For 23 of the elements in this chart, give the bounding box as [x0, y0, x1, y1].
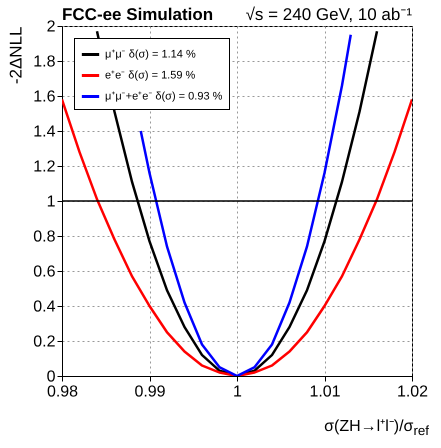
legend-label: e⁺e⁻ δ(σ) = 1.59 %	[105, 70, 196, 82]
y-tick-label: 1	[46, 194, 56, 210]
legend-label: μ⁺μ⁻ δ(σ) = 1.14 %	[105, 48, 196, 60]
y-tick-label: 1.6	[33, 88, 56, 106]
legend-label: μ⁺μ⁻+e⁺e⁻ δ(σ) = 0.93 %	[105, 90, 223, 102]
y-axis-title: -2ΔNLL	[6, 26, 26, 84]
y-tick-label: 0.6	[33, 264, 56, 280]
x-tick-label: 0.98	[46, 384, 78, 400]
x-tick-label: 0.99	[134, 384, 166, 400]
x-tick-label: 1	[233, 384, 242, 400]
y-tick-label: 0.4	[33, 298, 56, 316]
y-tick-label: 1.4	[33, 124, 56, 140]
y-tick-label: 2	[46, 18, 56, 36]
chart-title: FCC-ee Simulation	[62, 5, 214, 24]
y-tick-label: 0.2	[33, 334, 56, 350]
y-tick-label: 1.2	[33, 158, 56, 176]
text: √s = 240 GeV, 10 ab⁻¹	[246, 5, 412, 24]
y-tick-label: 0	[46, 368, 56, 386]
y-tick-label: 0.8	[33, 228, 56, 246]
x-axis-title: σ(ZH→l⁺l⁻)/σ$_{ref}$	[324, 417, 429, 438]
x-tick-label: 1.01	[309, 384, 341, 400]
x-tick-label: 1.02	[396, 384, 428, 400]
y-tick-label: 1.8	[33, 54, 56, 70]
